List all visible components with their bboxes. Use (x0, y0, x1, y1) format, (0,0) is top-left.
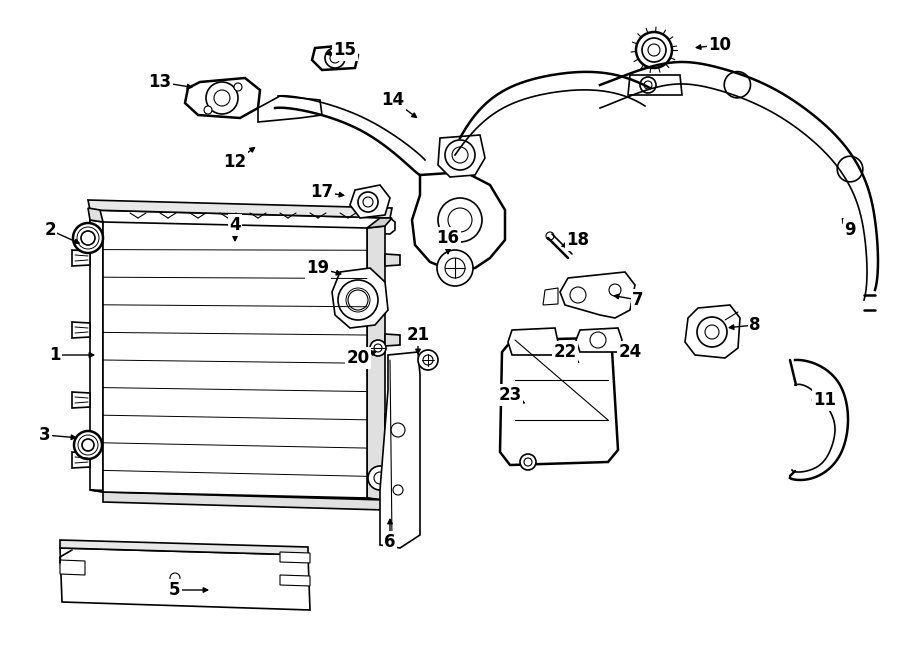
Text: 10: 10 (708, 36, 732, 54)
Polygon shape (385, 414, 400, 426)
Circle shape (609, 284, 621, 296)
Polygon shape (90, 210, 395, 234)
Polygon shape (367, 218, 392, 228)
Polygon shape (380, 352, 420, 548)
Polygon shape (385, 474, 400, 486)
Polygon shape (332, 268, 388, 328)
Polygon shape (576, 328, 622, 352)
Circle shape (437, 250, 473, 286)
Polygon shape (412, 172, 505, 270)
Circle shape (570, 287, 586, 303)
Text: 21: 21 (407, 326, 429, 344)
Polygon shape (385, 334, 400, 346)
Text: 11: 11 (814, 391, 836, 409)
Polygon shape (103, 222, 367, 498)
Polygon shape (628, 75, 682, 95)
Text: 18: 18 (566, 231, 590, 249)
Polygon shape (88, 200, 392, 218)
Circle shape (640, 77, 656, 93)
Polygon shape (500, 338, 618, 465)
Polygon shape (72, 452, 90, 468)
Polygon shape (367, 226, 385, 500)
Circle shape (636, 32, 672, 68)
Polygon shape (560, 272, 635, 318)
Text: 16: 16 (436, 229, 460, 247)
Circle shape (370, 340, 386, 356)
Text: 6: 6 (384, 533, 396, 551)
Polygon shape (280, 575, 310, 586)
Polygon shape (60, 548, 310, 610)
Text: 12: 12 (223, 153, 247, 171)
Circle shape (73, 223, 103, 253)
Circle shape (393, 485, 403, 495)
Polygon shape (72, 392, 90, 408)
Text: 15: 15 (334, 41, 356, 59)
Text: 5: 5 (169, 581, 181, 599)
Polygon shape (438, 135, 485, 177)
Polygon shape (685, 305, 740, 358)
Text: 23: 23 (499, 386, 522, 404)
Text: 1: 1 (50, 346, 61, 364)
Polygon shape (543, 288, 558, 305)
Circle shape (418, 350, 438, 370)
Text: 9: 9 (844, 221, 856, 239)
Text: 22: 22 (554, 343, 577, 361)
Text: 19: 19 (306, 259, 329, 277)
Polygon shape (185, 78, 260, 118)
Polygon shape (350, 185, 390, 218)
Polygon shape (508, 328, 558, 355)
Polygon shape (90, 220, 103, 492)
Circle shape (74, 431, 102, 459)
Polygon shape (60, 540, 308, 555)
Text: 17: 17 (310, 183, 334, 201)
Text: 24: 24 (618, 343, 642, 361)
Text: 14: 14 (382, 91, 405, 109)
Text: 7: 7 (632, 291, 644, 309)
Circle shape (391, 423, 405, 437)
Text: 20: 20 (346, 349, 370, 367)
Circle shape (368, 466, 392, 490)
Polygon shape (72, 250, 90, 266)
Text: 4: 4 (230, 216, 241, 234)
Polygon shape (72, 322, 90, 338)
Text: 13: 13 (148, 73, 172, 91)
Text: 3: 3 (40, 426, 50, 444)
Circle shape (546, 232, 554, 240)
Circle shape (520, 454, 536, 470)
Polygon shape (280, 552, 310, 563)
Polygon shape (258, 96, 322, 122)
Polygon shape (103, 492, 385, 510)
Text: 2: 2 (44, 221, 56, 239)
Circle shape (170, 573, 180, 583)
Polygon shape (88, 208, 103, 222)
Circle shape (234, 83, 242, 91)
Polygon shape (60, 560, 85, 575)
Text: 8: 8 (749, 316, 760, 334)
Polygon shape (312, 45, 358, 70)
Polygon shape (385, 254, 400, 266)
Polygon shape (90, 490, 380, 500)
Circle shape (204, 106, 212, 114)
